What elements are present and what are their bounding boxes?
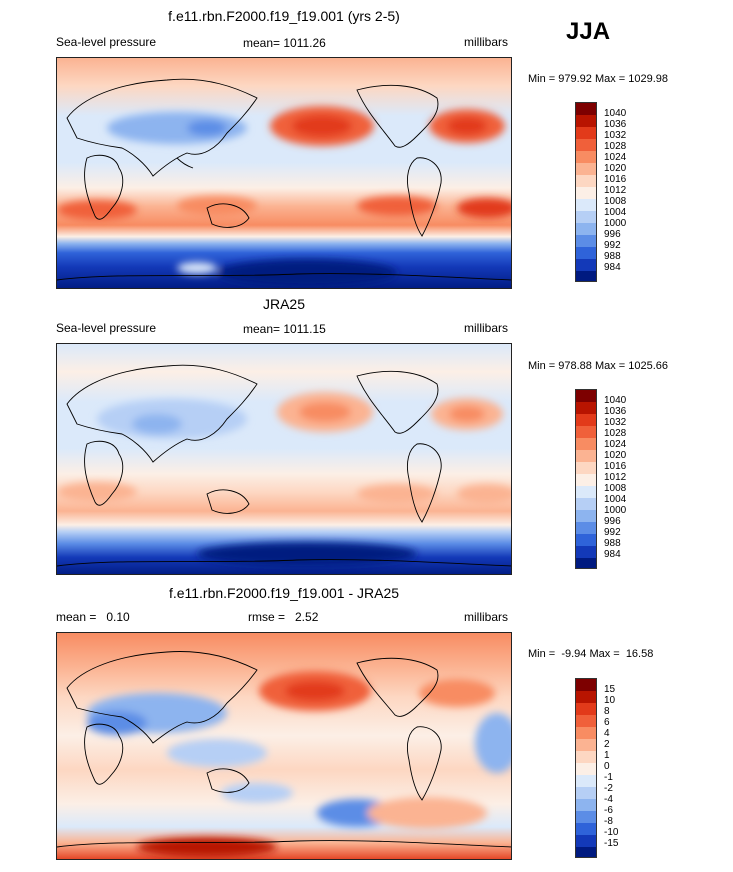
cbar1-label: 1012 — [604, 185, 627, 196]
panel-3-colorbar: 15 10 8 6 4 2 1 0 -1 -2 -4 -6 -8 -10 -15 — [575, 678, 645, 858]
panel-2-colorbar: 1040 1036 1032 1028 1024 1020 1016 1012 … — [575, 389, 645, 569]
panel-1-colorbar: 1040 1036 1032 1028 1024 1020 1016 1012 … — [575, 102, 645, 282]
panel-2-units-label: millibars — [464, 321, 509, 335]
panel-2-field — [57, 344, 511, 574]
panel-1-minmax: Min = 979.92 Max = 1029.98 — [528, 73, 669, 85]
panel-1-mean-label: mean= 1011.26 — [243, 36, 326, 50]
cbar1-label: 996 — [604, 229, 621, 240]
panel-1-map — [56, 57, 512, 289]
cbar2-label: 996 — [604, 516, 621, 527]
cbar1-label: 1008 — [604, 196, 627, 207]
cbar1-label: 992 — [604, 240, 621, 251]
cbar3-label: 1 — [604, 750, 610, 761]
cbar3-label: -2 — [604, 783, 613, 794]
cbar3-label: -4 — [604, 794, 613, 805]
cbar1-label: 1028 — [604, 141, 627, 152]
panel-1-colorbar-swatches — [575, 102, 597, 282]
panel-2-colorbar-swatches — [575, 389, 597, 569]
cbar2-label: 1016 — [604, 461, 627, 472]
cbar2-label: 992 — [604, 527, 621, 538]
panel-3-title: f.e11.rbn.F2000.f19_f19.001 - JRA25 — [168, 585, 400, 601]
cbar2-label: 1000 — [604, 505, 627, 516]
cbar1-label: 1024 — [604, 152, 627, 163]
cbar3-label: 2 — [604, 739, 610, 750]
cbar1-label: 1032 — [604, 130, 627, 141]
panel-1-field — [57, 58, 511, 288]
cbar3-label: -15 — [604, 838, 619, 849]
panel-3-units-label: millibars — [464, 610, 509, 624]
panel-2-mean-label: mean= 1011.15 — [243, 322, 326, 336]
cbar2-label: 1008 — [604, 483, 627, 494]
panel-3-mean-label: mean = 0.10 — [56, 610, 130, 624]
panel-2-map — [56, 343, 512, 575]
panel-2-title: JRA25 — [262, 296, 306, 312]
cbar1-label: 1004 — [604, 207, 627, 218]
cbar2-label: 1040 — [604, 395, 627, 406]
cbar3-label: -1 — [604, 772, 613, 783]
cbar1-label: 1000 — [604, 218, 627, 229]
cbar3-label: 6 — [604, 717, 610, 728]
cbar2-label: 1024 — [604, 439, 627, 450]
panel-3-map — [56, 632, 512, 860]
panel-3-colorbar-swatches — [575, 678, 597, 858]
panel-2-variable-label: Sea-level pressure — [56, 321, 157, 335]
cbar3-label: 8 — [604, 706, 610, 717]
panel-1-variable-label: Sea-level pressure — [56, 35, 157, 49]
panel-3-rmse-label: rmse = 2.52 — [248, 610, 319, 624]
cbar2-label: 1028 — [604, 428, 627, 439]
season-label: JJA — [566, 18, 611, 45]
cbar3-label: -10 — [604, 827, 619, 838]
cbar2-label: 1036 — [604, 406, 627, 417]
cbar3-label: -6 — [604, 805, 613, 816]
cbar3-label: 4 — [604, 728, 610, 739]
cbar2-label: 1032 — [604, 417, 627, 428]
cbar2-label: 1020 — [604, 450, 627, 461]
cbar2-label: 1004 — [604, 494, 627, 505]
cbar1-label: 984 — [604, 262, 621, 273]
cbar3-label: 0 — [604, 761, 610, 772]
panel-2-minmax: Min = 978.88 Max = 1025.66 — [528, 360, 669, 372]
panel-3-minmax: Min = -9.94 Max = 16.58 — [528, 648, 654, 660]
cbar3-label: 10 — [604, 695, 616, 706]
cbar2-label: 984 — [604, 549, 621, 560]
cbar1-label: 988 — [604, 251, 621, 262]
cbar1-label: 1040 — [604, 108, 627, 119]
panel-3-field — [57, 633, 511, 859]
cbar3-label: 15 — [604, 684, 616, 695]
cbar3-label: -8 — [604, 816, 613, 827]
cbar1-label: 1036 — [604, 119, 627, 130]
cbar1-label: 1016 — [604, 174, 627, 185]
panel-1-units-label: millibars — [464, 35, 509, 49]
cbar1-label: 1020 — [604, 163, 627, 174]
cbar2-label: 988 — [604, 538, 621, 549]
panel-1-title: f.e11.rbn.F2000.f19_f19.001 (yrs 2-5) — [168, 8, 400, 24]
cbar2-label: 1012 — [604, 472, 627, 483]
